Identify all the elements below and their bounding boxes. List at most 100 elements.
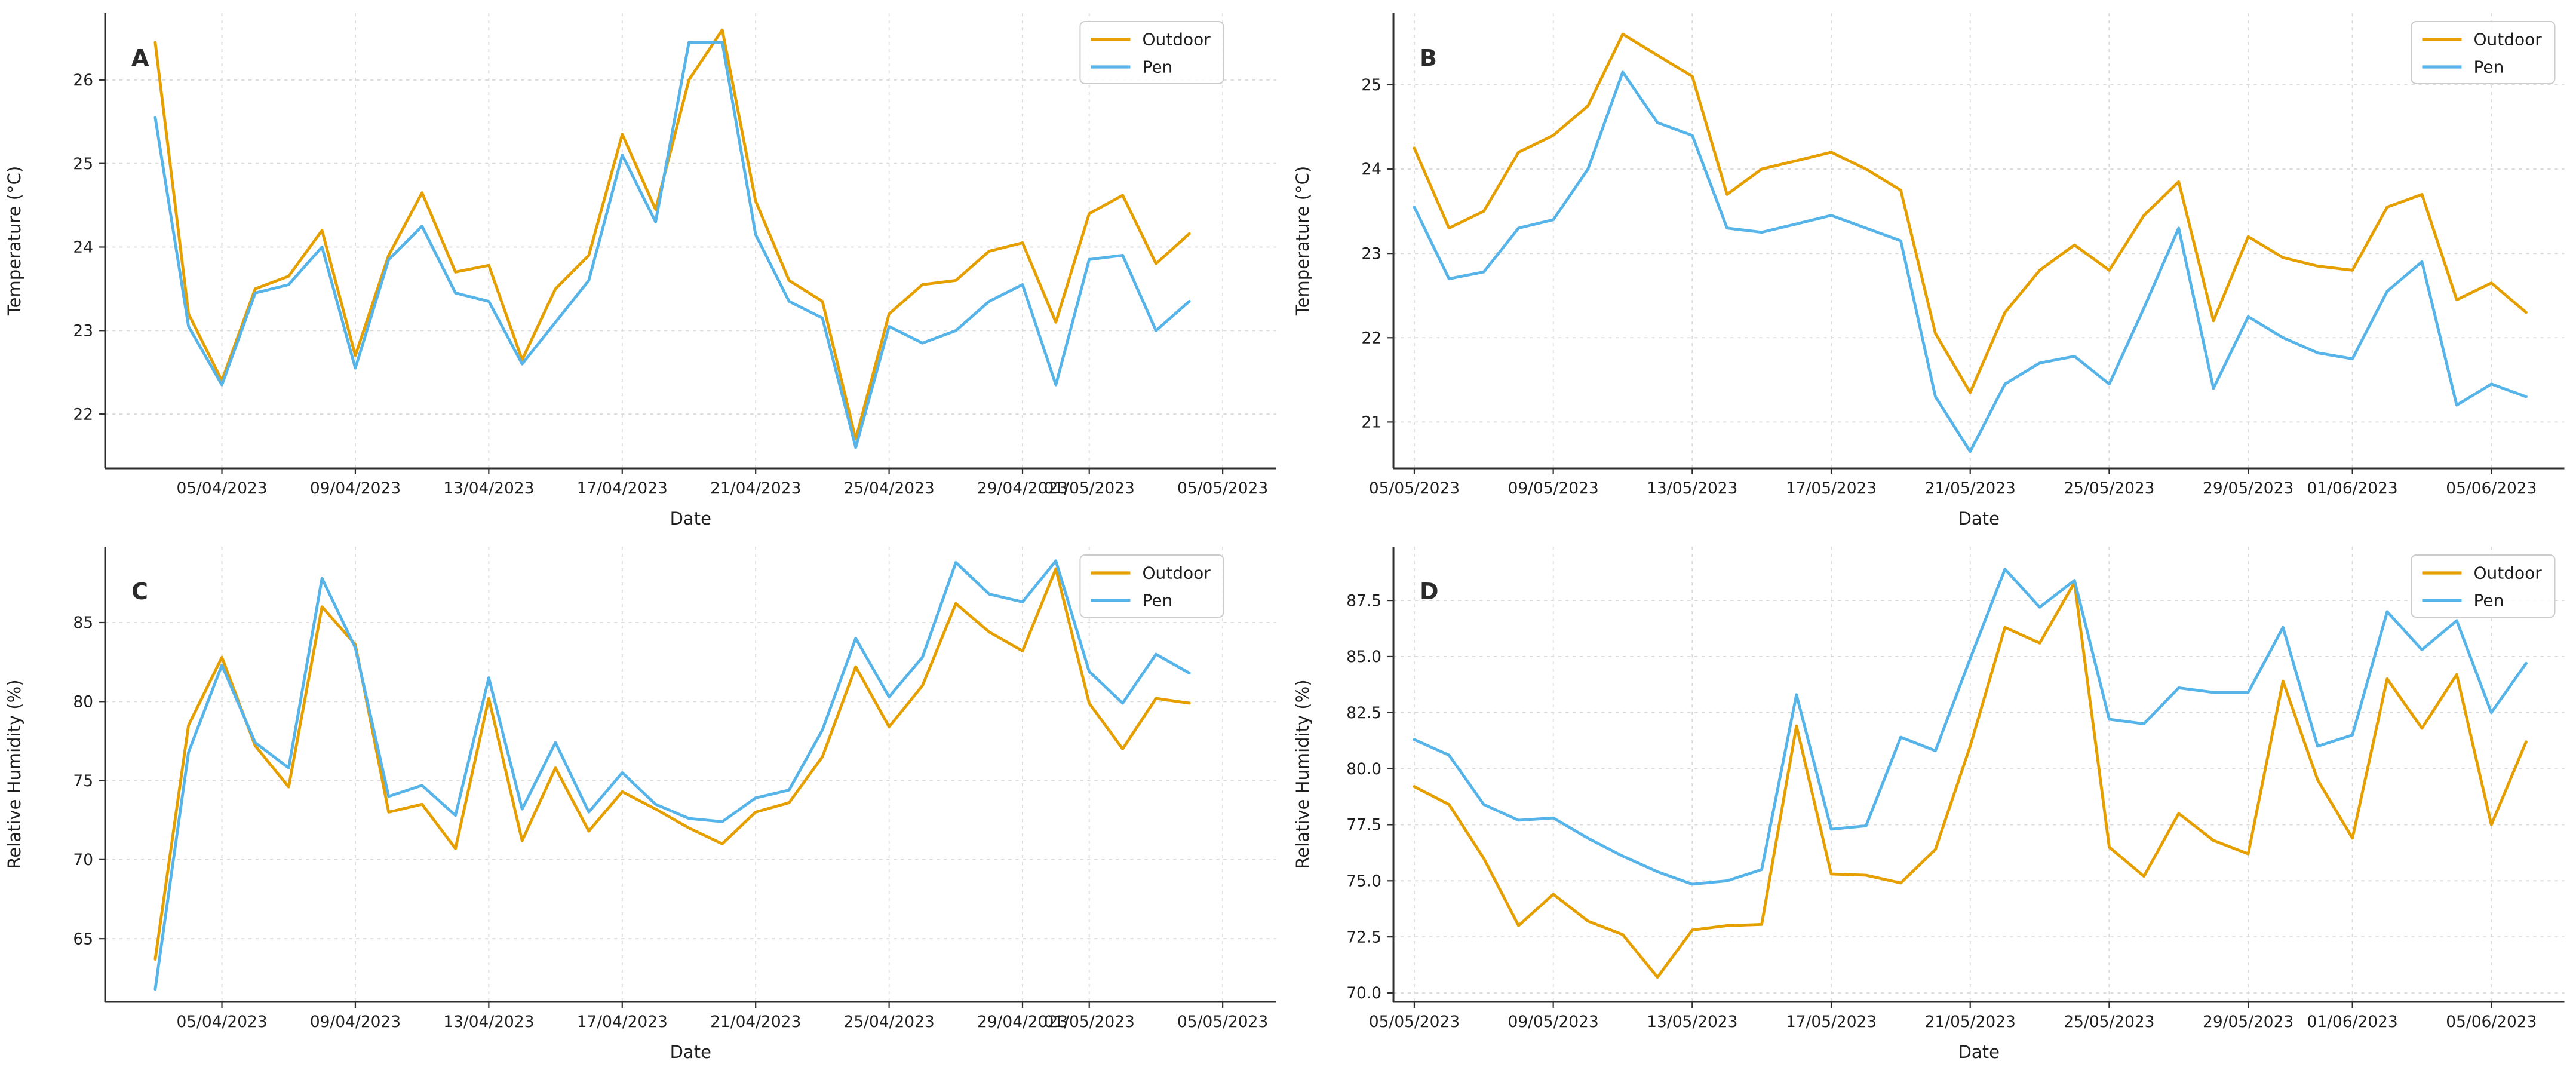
y-axis-label: Relative Humidity (%)	[1292, 679, 1313, 869]
legend-label-pen: Pen	[1142, 57, 1172, 77]
x-tick-label: 29/04/2023	[977, 479, 1068, 498]
legend-label-pen: Pen	[1142, 591, 1172, 611]
gridlines	[1393, 13, 2564, 468]
x-tick-label: 01/05/2023	[1044, 479, 1135, 498]
x-tick-label: 01/06/2023	[2307, 1013, 2397, 1031]
chart-panel-c: 05/04/2023 09/04/2023 13/04/2023 17/04/2023…	[4, 547, 1276, 1062]
x-tick-label: 29/05/2023	[2203, 1013, 2293, 1031]
x-axis-label: Date	[1958, 1042, 1999, 1062]
panel-d-humidity-may: 05/05/2023 09/05/2023 13/05/2023 17/05/2023…	[1288, 534, 2576, 1067]
x-tick-label: 17/04/2023	[577, 479, 668, 498]
x-tick-label: 17/05/2023	[1785, 1013, 1876, 1031]
x-tick-label: 05/05/2023	[1368, 1013, 1459, 1031]
series-line-outdoor	[1412, 32, 2528, 394]
x-tick-label: 09/04/2023	[310, 1013, 401, 1031]
y-tick-label: 85	[73, 614, 93, 632]
legend-label-pen: Pen	[2473, 591, 2504, 611]
series-line-outdoor	[153, 567, 1191, 961]
y-tick-label: 70	[73, 851, 93, 869]
chart-panel-a: 05/04/2023 09/04/2023 13/04/2023 17/04/2023…	[4, 13, 1276, 529]
x-tick-label: 01/06/2023	[2307, 479, 2397, 498]
panel-letter: C	[131, 578, 148, 605]
series-line-pen	[1412, 568, 2528, 886]
panel-letter: B	[1420, 45, 1437, 71]
panel-b-temperature-may: 05/05/2023 09/05/2023 13/05/2023 17/05/2023…	[1288, 0, 2576, 534]
x-tick-label: 17/04/2023	[577, 1013, 668, 1031]
y-tick-label: 65	[73, 930, 93, 948]
legend-label-pen: Pen	[2473, 57, 2504, 77]
panel-a-temperature-april: 05/04/2023 09/04/2023 13/04/2023 17/04/2023…	[0, 0, 1288, 534]
x-tick-label: 29/04/2023	[977, 1013, 1068, 1031]
y-tick-label: 23	[73, 322, 93, 341]
x-tick-label: 17/05/2023	[1785, 479, 1876, 498]
y-tick-label: 75.0	[1346, 872, 1381, 891]
x-tick-label: 05/06/2023	[2446, 479, 2537, 498]
x-tick-label: 05/04/2023	[176, 479, 267, 498]
x-tick-label: 21/04/2023	[710, 479, 801, 498]
y-tick-label: 24	[73, 238, 93, 257]
y-tick-label: 87.5	[1346, 591, 1381, 610]
x-tick-label: 09/05/2023	[1507, 1013, 1598, 1031]
legend-label-outdoor: Outdoor	[2473, 30, 2542, 50]
x-tick-label: 21/05/2023	[1924, 1013, 2015, 1031]
y-axis-label: Temperature (°C)	[1292, 166, 1313, 316]
x-tick-label: 09/04/2023	[310, 479, 401, 498]
x-tick-label: 25/05/2023	[2064, 479, 2154, 498]
x-axis-label: Date	[670, 1042, 711, 1062]
y-tick-label: 24	[1361, 160, 1381, 179]
legend-label-outdoor: Outdoor	[1142, 563, 1211, 583]
panel-letter: D	[1420, 578, 1439, 605]
x-tick-label: 13/05/2023	[1647, 479, 1737, 498]
legend: Outdoor Pen	[2410, 21, 2555, 84]
series-line-outdoor	[1412, 581, 2528, 979]
x-tick-label: 09/05/2023	[1507, 479, 1598, 498]
panel-c-humidity-april: 05/04/2023 09/04/2023 13/04/2023 17/04/2023…	[0, 534, 1288, 1067]
x-tick-label: 01/05/2023	[1044, 1013, 1135, 1031]
x-tick-label: 05/05/2023	[1368, 479, 1459, 498]
y-tick-label: 22	[1361, 329, 1381, 347]
axes: 05/05/2023 09/05/2023 13/05/2023 17/05/2023…	[1361, 13, 2564, 498]
series-line-pen	[153, 41, 1191, 449]
legend-label-outdoor: Outdoor	[2473, 563, 2542, 583]
y-tick-label: 85.0	[1346, 648, 1381, 666]
series-line-pen	[153, 559, 1191, 991]
y-tick-label: 72.5	[1346, 928, 1381, 946]
y-tick-label: 80	[73, 692, 93, 711]
y-tick-label: 25	[1361, 76, 1381, 94]
y-tick-label: 26	[73, 71, 93, 90]
axes: 05/05/2023 09/05/2023 13/05/2023 17/05/2023…	[1346, 547, 2564, 1031]
y-tick-label: 82.5	[1346, 704, 1381, 722]
y-axis-label: Temperature (°C)	[4, 166, 24, 316]
y-tick-label: 70.0	[1346, 984, 1381, 1002]
x-tick-label: 21/05/2023	[1924, 479, 2015, 498]
x-tick-label: 05/05/2023	[1177, 479, 1268, 498]
x-tick-label: 13/04/2023	[443, 479, 534, 498]
gridlines	[1393, 547, 2564, 1002]
y-axis-label: Relative Humidity (%)	[4, 679, 24, 869]
chart-panel-d: 05/05/2023 09/05/2023 13/05/2023 17/05/2023…	[1292, 547, 2564, 1062]
x-tick-label: 13/05/2023	[1647, 1013, 1737, 1031]
series-line-pen	[1412, 70, 2528, 453]
y-tick-label: 77.5	[1346, 816, 1381, 835]
panel-letter: A	[131, 45, 149, 71]
y-tick-label: 80.0	[1346, 760, 1381, 778]
x-tick-label: 29/05/2023	[2203, 479, 2293, 498]
chart-panel-b: 05/05/2023 09/05/2023 13/05/2023 17/05/2023…	[1292, 13, 2564, 529]
x-tick-label: 05/06/2023	[2446, 1013, 2537, 1031]
x-tick-label: 05/04/2023	[176, 1013, 267, 1031]
x-tick-label: 25/04/2023	[844, 1013, 935, 1031]
x-tick-label: 21/04/2023	[710, 1013, 801, 1031]
y-tick-label: 22	[73, 405, 93, 424]
series-line-outdoor	[153, 28, 1191, 441]
legend: Outdoor Pen	[2410, 554, 2555, 618]
x-axis-label: Date	[1958, 508, 1999, 529]
x-tick-label: 05/05/2023	[1177, 1013, 1268, 1031]
x-tick-label: 13/04/2023	[443, 1013, 534, 1031]
legend: Outdoor Pen	[1079, 554, 1224, 618]
legend-label-outdoor: Outdoor	[1142, 30, 1211, 50]
y-tick-label: 23	[1361, 244, 1381, 263]
axes: 05/04/2023 09/04/2023 13/04/2023 17/04/2023…	[73, 13, 1276, 498]
axes: 05/04/2023 09/04/2023 13/04/2023 17/04/2023…	[73, 547, 1276, 1031]
y-tick-label: 25	[73, 155, 93, 173]
